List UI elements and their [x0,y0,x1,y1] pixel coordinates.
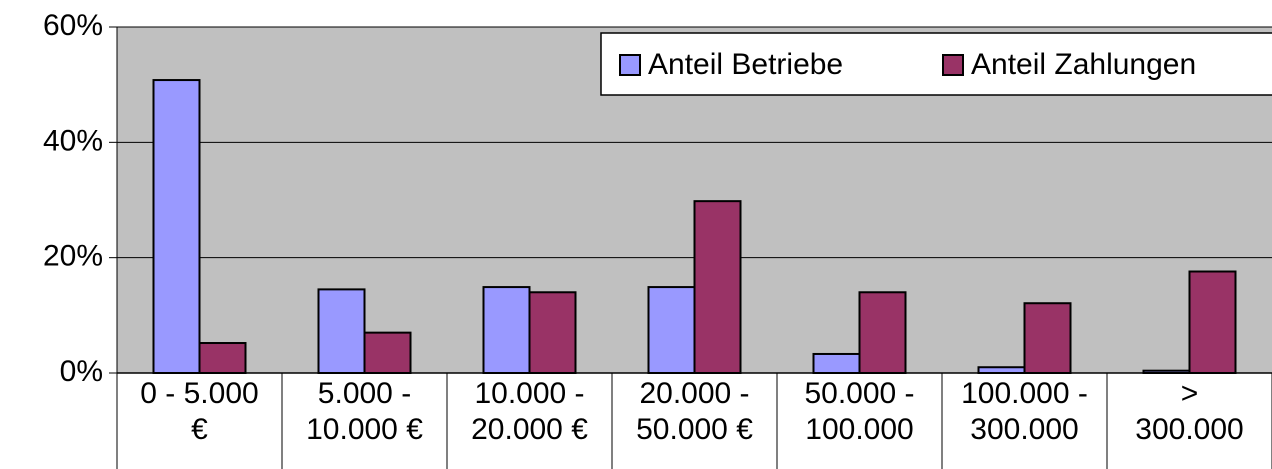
bar [363,331,412,374]
x-tick-label: 10.000 - 20.000 € [471,377,588,446]
legend-swatch [942,54,964,76]
y-tick-label: 60% [43,9,103,42]
bar [198,342,247,375]
bar [858,291,907,374]
x-tick-label: 5.000 - 10.000 € [306,377,423,446]
legend-box [600,32,1272,96]
x-tick-label: 100.000 - 300.000 [961,377,1088,446]
x-tick-label: > 300.000 [1135,377,1244,446]
bar [317,288,366,374]
y-tick-label: 0% [60,355,103,388]
x-tick-label: 0 - 5.000 € [140,377,259,446]
legend-label: Anteil Zahlungen [971,48,1196,81]
x-tick-label: 20.000 - 50.000 € [636,377,753,446]
x-tick-label: 50.000 - 100.000 [804,377,915,446]
bar [528,291,577,374]
bar [693,200,742,374]
bar [1023,302,1072,374]
legend-swatch [619,54,641,76]
bar [812,352,861,375]
bar [1188,270,1237,374]
legend-label: Anteil Betriebe [648,48,843,81]
y-tick-label: 40% [43,124,103,157]
bar [482,286,531,374]
bar [977,366,1026,375]
y-tick-label: 20% [43,240,103,273]
bar [152,79,201,374]
bar [647,286,696,374]
